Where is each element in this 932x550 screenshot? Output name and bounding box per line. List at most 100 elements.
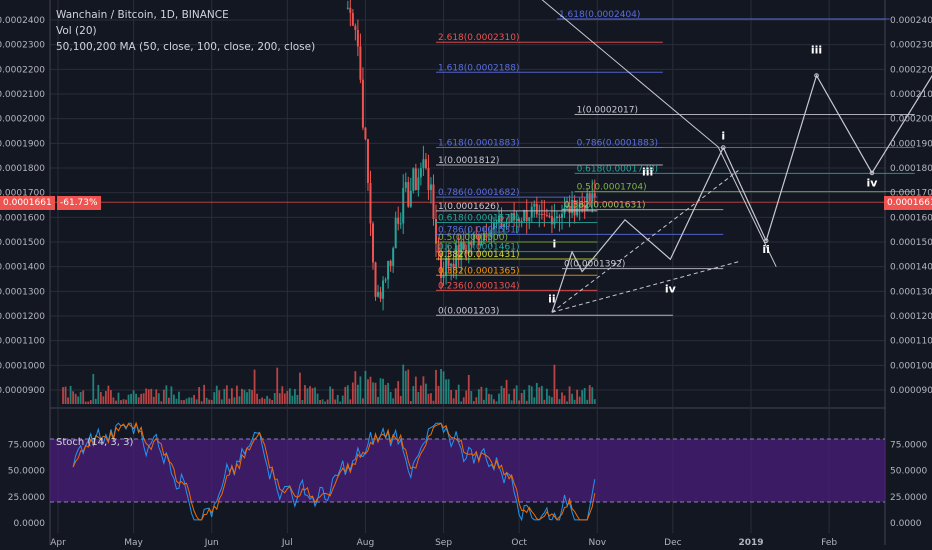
candle-body: [500, 215, 503, 228]
candle-body: [359, 46, 362, 80]
volume-bar: [278, 393, 281, 404]
volume-bar: [107, 385, 110, 404]
volume-bar: [62, 387, 64, 404]
volume-bar: [573, 399, 576, 404]
fib-level-label: 1.618(0.0001883): [438, 139, 519, 149]
x-tick-label: Aug: [357, 538, 375, 548]
volume-bar: [228, 398, 231, 404]
fib-level-label: 1(0.0002017): [577, 105, 638, 115]
volume-bar: [188, 397, 190, 404]
volume-bar: [548, 395, 551, 404]
volume-bar: [591, 387, 594, 404]
elliott-wave-paths: [541, 0, 932, 313]
volume-bar: [419, 385, 422, 404]
candle-body: [518, 219, 521, 222]
volume-bar: [288, 388, 291, 404]
candle-body: [407, 182, 410, 207]
volume-bar: [482, 399, 485, 404]
volume-bar: [409, 401, 412, 404]
x-tick-label: Feb: [821, 538, 837, 548]
y-tick-label-left: 0.0001900: [0, 139, 45, 149]
candle-body: [498, 215, 500, 223]
volume-bar: [145, 388, 148, 404]
volume-bar: [336, 394, 339, 404]
y-tick-label-left: 0.0002100: [0, 90, 45, 100]
volume-bar: [220, 399, 223, 404]
y-tick-label-right: 0.0002000: [890, 115, 932, 125]
volume-bar: [150, 388, 153, 404]
resistance-trend-line: [541, 0, 777, 267]
ma-indicator-label: 50,100,200 MA (50, close, 100, close, 20…: [56, 41, 316, 53]
volume-bar: [374, 382, 377, 404]
volume-bar: [213, 392, 216, 404]
volume-bar: [475, 397, 478, 404]
candle-body: [510, 213, 513, 222]
x-tick-label: Apr: [50, 538, 66, 548]
volume-bar: [535, 382, 538, 404]
candle-body: [455, 245, 458, 269]
wave-label: i: [721, 130, 725, 143]
volume-bar: [132, 390, 135, 404]
volume-bar: [203, 384, 206, 404]
volume-bar: [354, 371, 357, 404]
y-tick-label-right: 0.0001600: [890, 213, 932, 223]
volume-bar: [412, 386, 415, 404]
candle-body: [492, 223, 495, 230]
volume-bar: [556, 389, 558, 404]
volume-bar: [566, 401, 568, 404]
volume-bar: [344, 386, 347, 404]
price-axis: 0.0002400 0.0002400 0.0002300 0.0002300 0.00…: [0, 16, 932, 396]
volume-bar: [334, 399, 337, 404]
y-tick-label-left: 0.0001600: [0, 213, 45, 223]
volume-bar: [160, 401, 163, 404]
volume-bar: [538, 387, 541, 404]
candle-body: [485, 233, 488, 238]
volume-bar: [523, 389, 526, 404]
candle-body: [462, 241, 465, 250]
volume-bar: [324, 401, 327, 404]
volume-bar: [137, 397, 140, 404]
candle-body: [540, 213, 543, 215]
volume-bar: [64, 386, 67, 404]
y-tick-label-left: 0.0001400: [0, 263, 45, 273]
candle-body: [440, 252, 443, 278]
percent-change-badge: -61.73%: [57, 196, 101, 210]
candle-body: [452, 263, 455, 269]
volume-bar: [558, 399, 561, 404]
candle-body: [553, 218, 556, 225]
volume-bar: [112, 397, 115, 404]
volume-bar: [341, 395, 344, 404]
candle-body: [520, 221, 523, 223]
volume-bar: [299, 372, 301, 404]
volume-bar: [258, 399, 261, 404]
y-tick-label-right: 0.0001700: [890, 189, 932, 199]
fib-level-label: 0.236(0.0001304): [438, 281, 519, 291]
completed-wave-path: [551, 147, 724, 313]
volume-bar: [488, 393, 490, 404]
wave-label: iii: [811, 43, 822, 56]
volume-bar: [215, 385, 218, 404]
stoch-tick-right: 0.0000: [890, 519, 922, 529]
volume-bar: [359, 376, 362, 404]
candle-body: [525, 210, 528, 222]
wave-pivot: [869, 170, 875, 176]
volume-bar: [261, 397, 264, 404]
fib-level-label: 1.618(0.0002404): [559, 10, 640, 20]
volume-bar: [210, 400, 213, 404]
stoch-tick-right: 50.0000: [890, 467, 927, 477]
volume-bar: [175, 398, 178, 404]
fib-level-label: 1.618(0.0002188): [438, 63, 519, 73]
volume-bar: [72, 391, 75, 404]
volume-bar: [457, 384, 460, 404]
candle-body: [399, 223, 402, 225]
volume-bar: [97, 384, 100, 404]
volume-bar: [296, 394, 299, 404]
volume-bar: [422, 376, 425, 404]
volume-bar: [578, 396, 581, 404]
y-tick-label-right: 0.0001000: [890, 361, 932, 371]
candle-body: [374, 262, 377, 297]
volume-bar: [520, 393, 523, 404]
wave-pivot: [720, 145, 726, 150]
stoch-d-line: [72, 421, 596, 521]
fib-level-label: 0.786(0.0001531): [438, 225, 519, 235]
